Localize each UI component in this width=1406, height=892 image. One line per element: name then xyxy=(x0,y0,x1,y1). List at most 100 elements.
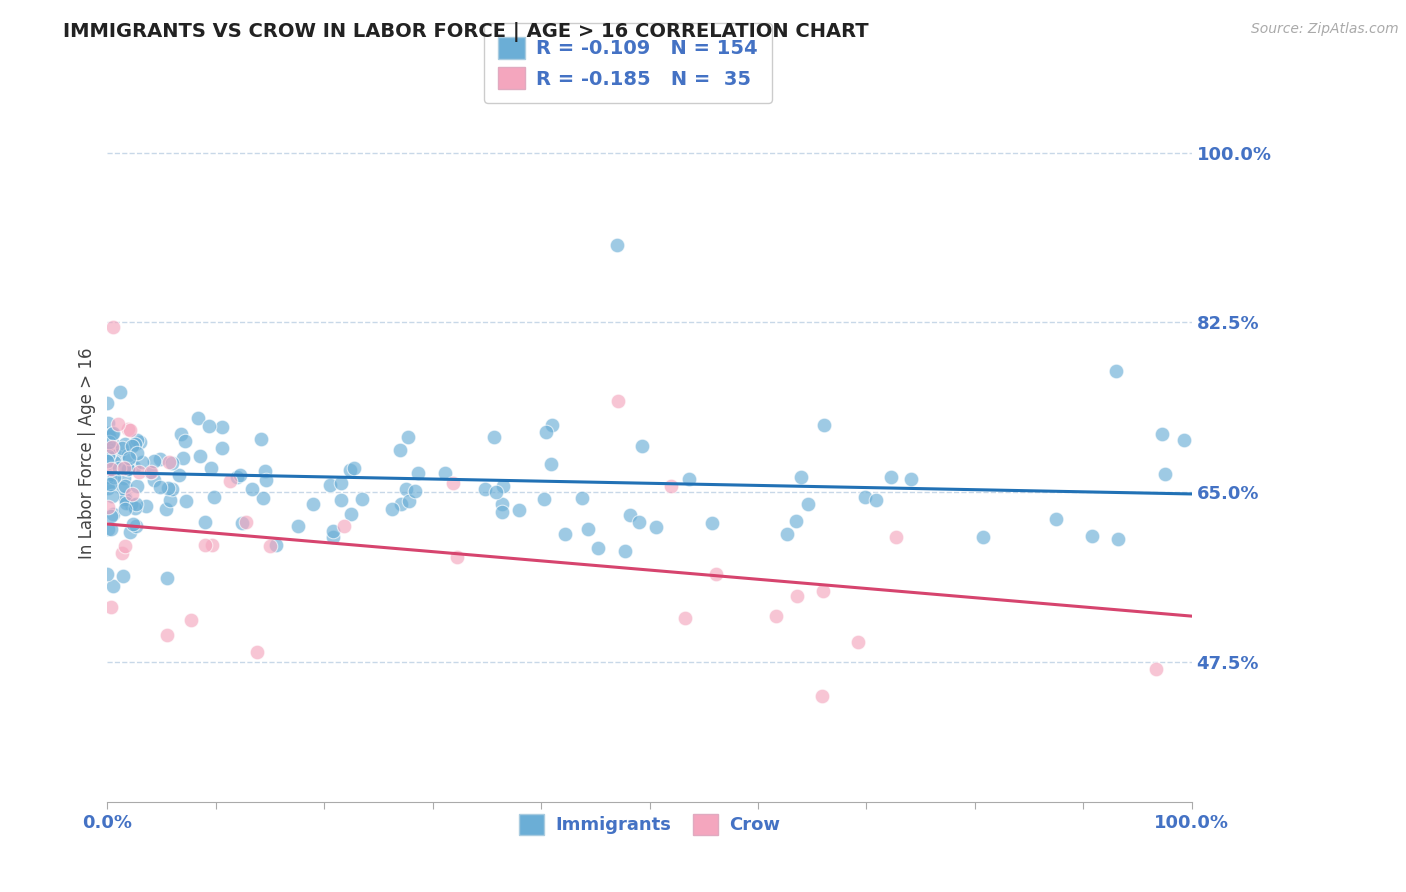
Point xyxy=(322,524,344,538)
Point xyxy=(157,455,180,469)
Point xyxy=(117,448,139,462)
Point xyxy=(160,483,183,497)
Point xyxy=(100,468,122,483)
Point xyxy=(96,395,118,409)
Point xyxy=(110,481,132,495)
Point xyxy=(229,468,252,483)
Point xyxy=(201,538,224,552)
Point xyxy=(97,481,120,495)
Point xyxy=(381,501,404,516)
Point xyxy=(97,446,120,460)
Point xyxy=(112,569,135,583)
Point xyxy=(202,490,225,504)
Point xyxy=(1146,662,1168,676)
Point xyxy=(333,518,356,533)
Point xyxy=(149,451,172,466)
Point xyxy=(141,465,163,479)
Point xyxy=(101,441,124,455)
Point xyxy=(395,482,418,496)
Point xyxy=(474,482,496,496)
Point xyxy=(484,430,506,444)
Point xyxy=(200,461,222,475)
Point xyxy=(97,417,120,431)
Point xyxy=(810,690,832,704)
Point xyxy=(619,508,641,523)
Point xyxy=(188,449,211,463)
Point xyxy=(100,489,122,503)
Point xyxy=(250,432,273,446)
Point xyxy=(302,497,325,511)
Point xyxy=(143,473,166,487)
Point xyxy=(100,461,122,475)
Point xyxy=(628,516,651,530)
Point xyxy=(174,434,197,448)
Point xyxy=(98,429,121,443)
Point xyxy=(97,444,120,458)
Point xyxy=(606,237,628,252)
Point xyxy=(322,530,344,544)
Point xyxy=(485,484,508,499)
Point xyxy=(352,491,374,506)
Point xyxy=(211,441,233,455)
Point xyxy=(252,491,274,506)
Point xyxy=(98,477,121,491)
Point xyxy=(785,514,807,528)
Point xyxy=(96,448,118,462)
Point xyxy=(96,454,118,468)
Point xyxy=(339,463,361,477)
Point xyxy=(125,497,148,511)
Point xyxy=(329,492,352,507)
Point xyxy=(135,499,157,513)
Point xyxy=(287,519,309,533)
Point xyxy=(404,483,426,498)
Point xyxy=(389,496,412,510)
Point xyxy=(157,481,180,495)
Point xyxy=(124,437,146,451)
Point xyxy=(678,472,700,486)
Point xyxy=(97,435,120,450)
Point xyxy=(226,470,249,484)
Point xyxy=(97,477,120,491)
Point xyxy=(972,530,994,544)
Legend: Immigrants, Crow: Immigrants, Crow xyxy=(512,806,787,842)
Point xyxy=(1173,434,1195,448)
Point xyxy=(155,501,177,516)
Point xyxy=(121,487,143,501)
Point xyxy=(117,462,139,476)
Point xyxy=(645,520,668,534)
Point xyxy=(131,455,153,469)
Point xyxy=(97,425,120,440)
Point xyxy=(433,466,456,480)
Point xyxy=(156,571,179,585)
Point xyxy=(114,492,136,507)
Point xyxy=(235,515,257,529)
Point xyxy=(865,493,887,508)
Point xyxy=(100,509,122,524)
Point xyxy=(170,427,193,442)
Point xyxy=(125,519,148,533)
Point xyxy=(853,490,876,504)
Point xyxy=(115,496,138,510)
Point xyxy=(508,502,530,516)
Point xyxy=(813,417,835,432)
Point xyxy=(388,443,411,458)
Point xyxy=(114,539,136,553)
Point xyxy=(586,541,609,555)
Point xyxy=(396,429,419,443)
Point xyxy=(614,543,637,558)
Point xyxy=(125,479,148,493)
Point xyxy=(96,441,118,455)
Text: Source: ZipAtlas.com: Source: ZipAtlas.com xyxy=(1251,22,1399,37)
Point xyxy=(101,426,124,441)
Point xyxy=(702,516,724,530)
Point xyxy=(533,492,555,507)
Point xyxy=(880,469,903,483)
Point xyxy=(167,467,190,482)
Point xyxy=(408,466,430,480)
Point xyxy=(98,446,121,460)
Point xyxy=(264,538,287,552)
Point xyxy=(122,517,145,532)
Point xyxy=(343,460,366,475)
Point xyxy=(253,464,276,478)
Point xyxy=(441,475,464,490)
